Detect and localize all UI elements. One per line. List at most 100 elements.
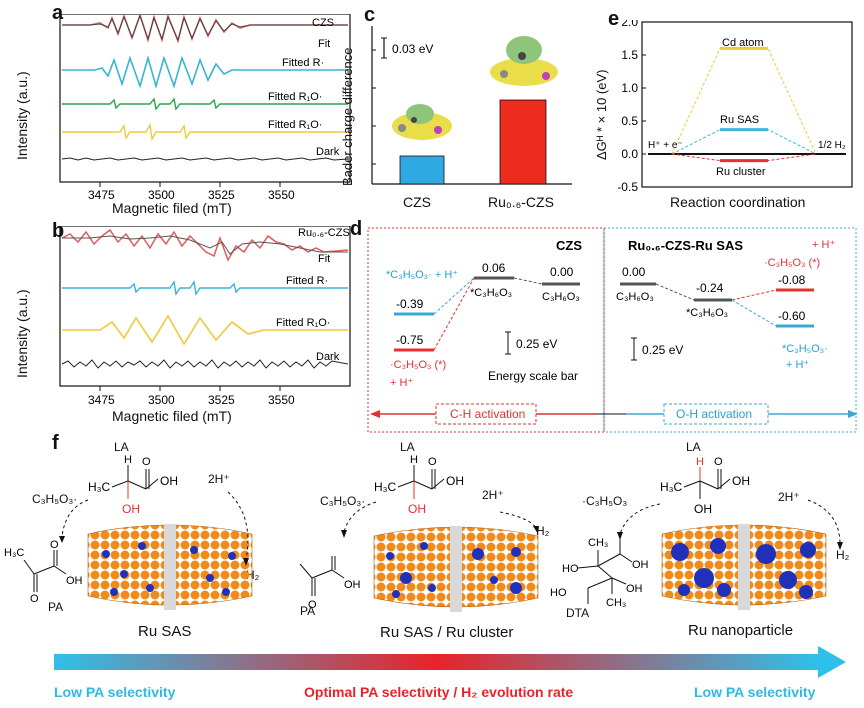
scene1-nanorod: [87, 524, 253, 610]
svg-text:OH: OH: [344, 579, 361, 591]
svg-text:OH: OH: [122, 502, 140, 516]
scene2-h2plus: 2H⁺: [482, 488, 504, 502]
scene2-product: PA: [300, 604, 316, 618]
panel-b-trace-ru: Ru₀.₆-CZS: [298, 227, 350, 239]
panel-e-left-label: H⁺ + e⁻: [648, 140, 683, 151]
panel-a-trace-czs: CZS: [312, 17, 334, 29]
panel-d-right-level-2: -0.24: [696, 281, 724, 295]
panel-d-right-level-1: 0.00: [622, 265, 646, 279]
scene3-h2: H₂: [836, 548, 850, 562]
panel-a-trace-fitted-r1o-2: Fitted R₁O·: [268, 119, 322, 131]
panel-b-plot: 3475 3500 3525 3550 Ru₀.₆-CZS Fit Fitted…: [59, 226, 351, 407]
scene3-caption: Ru nanoparticle: [688, 622, 794, 639]
panel-a-trace-fitted-r1o-1: Fitted R₁O·: [268, 91, 322, 103]
panel-d-right-h-plus-bottom: + H⁺: [786, 359, 809, 371]
panel-a-xtick-1: 3475: [88, 188, 115, 199]
bottom-center-label: Optimal PA selectivity / H₂ evolution ra…: [304, 684, 574, 700]
scene3-dta: CH₃ HO OH CH₃ OH HO: [550, 537, 649, 609]
scene3-nanorod: [661, 524, 827, 610]
panel-e-ytick-label: 1.5: [621, 48, 638, 62]
panel-d-left-h-plus: + H⁺: [390, 377, 413, 389]
scene1-product: PA: [48, 600, 64, 614]
panel-c-structure-1: [392, 104, 452, 140]
scene1-lactic-acid: H₃C H OH O OH: [88, 455, 178, 516]
panel-e-series-cd: Cd atom: [722, 37, 764, 49]
svg-text:O: O: [50, 540, 59, 551]
panel-c-bar-ru: [499, 99, 547, 185]
bottom-left-label: Low PA selectivity: [54, 684, 176, 700]
panel-f-label: f: [52, 432, 59, 454]
svg-text:O: O: [714, 456, 723, 468]
svg-text:OH: OH: [160, 474, 178, 488]
svg-text:OH: OH: [408, 502, 426, 516]
panel-d-right-title: Ru₀.₆-CZS-Ru SAS: [628, 238, 743, 253]
panel-d-left-scalebar: 0.25 eV: [516, 337, 557, 351]
panel-c-cat-czs: CZS: [403, 194, 431, 210]
svg-text:H: H: [410, 455, 418, 466]
scene3-lactic-acid: H₃C H OH O OH: [660, 456, 750, 516]
panel-d-right-c3h5o3-bottom: *C₃H₅O₃·: [782, 343, 828, 355]
panel-c-ylabel: Bader charge difference: [340, 47, 355, 186]
panel-b-trace-fitted-r: Fitted R·: [286, 275, 328, 287]
scene1-leaving: C₃H₅O₃·: [32, 492, 78, 506]
panel-d-right-activation: O-H activation: [676, 407, 752, 421]
panel-c-plot: 0.03 eV: [371, 26, 572, 185]
svg-text:H₃C: H₃C: [660, 480, 683, 494]
scene1-h2plus: 2H⁺: [208, 472, 230, 486]
panel-e-plot: 2.0 1.5 1.0 0.5 0.0 -0.5 H⁺ + e⁻ 1/2 H₂ Cd at…: [617, 20, 853, 194]
bottom-right-label: Low PA selectivity: [694, 684, 816, 700]
panel-e-ytick-label: -0.5: [617, 180, 638, 194]
panel-d-right-c3h6o3: C₃H₆O₃: [616, 291, 654, 303]
panel-a-xtick-2: 3500: [148, 188, 175, 199]
panel-e-ytick-label: 1.0: [621, 81, 638, 95]
svg-text:O: O: [142, 456, 151, 468]
svg-text:CH₃: CH₃: [588, 537, 608, 549]
panel-a-xtick-3: 3525: [208, 188, 235, 199]
scene1-la: LA: [114, 440, 129, 454]
svg-text:O: O: [30, 593, 39, 605]
panel-b-ylabel: Intensity (a.u.): [14, 289, 30, 378]
panel-e-series-ru-sas: Ru SAS: [720, 114, 759, 126]
panel-d-left-level-2: -0.75: [396, 333, 424, 347]
panel-e-series-path-0: [671, 47, 817, 155]
svg-text:H₃C: H₃C: [88, 480, 111, 494]
panel-b-trace-fitted-r1o: Fitted R₁O·: [276, 317, 330, 329]
panel-b-xlabel: Magnetic filed (mT): [112, 408, 232, 424]
svg-text:HO: HO: [562, 563, 579, 575]
panel-d-left-star-c3h6o3: *C₃H₆O₃: [470, 287, 512, 299]
panel-a-plot: 3475 3500 3525 3550 CZS Fit Fitted R· Fi…: [59, 14, 351, 199]
panel-b-xtick-4: 3550: [268, 393, 295, 407]
panel-d-right-c3h5o3-star: ·C₃H₅O₃ (*): [764, 257, 820, 269]
panel-e-ylabel: ΔGᴴ * × 10 (eV): [594, 69, 609, 161]
panel-e-ytick-label: 0.5: [621, 114, 638, 128]
panel-d-right-star-c3h6o3: *C₃H₆O₃: [686, 307, 728, 319]
svg-text:OH: OH: [446, 474, 464, 488]
panel-d-left-level-1: -0.39: [396, 297, 424, 311]
panel-d-left-c3h6o3: C₃H₆O₃: [542, 291, 580, 303]
svg-text:CH₃: CH₃: [606, 597, 626, 609]
svg-text:OH: OH: [732, 474, 750, 488]
panel-c-cat-ru: Ru₀.₆-CZS: [488, 194, 554, 210]
panel-e-series-ru-cluster: Ru cluster: [716, 166, 766, 178]
scene2-nanorod: [373, 526, 539, 612]
panel-a-label: a: [52, 2, 64, 24]
panel-d-left-level-3: 0.06: [482, 261, 506, 275]
panel-b-xtick-1: 3475: [88, 393, 115, 407]
scene3-h2plus: 2H⁺: [778, 490, 800, 504]
scene3-product: DTA: [566, 606, 590, 620]
panel-e-right-label: 1/2 H₂: [818, 140, 846, 151]
gradient-arrow: [54, 646, 846, 678]
panel-e-ytick-label: 0.0: [621, 147, 638, 161]
svg-text:H₃C: H₃C: [4, 547, 24, 559]
panel-d-left-c3h5o3-h: *C₃H₅O₃· + H⁺: [386, 269, 458, 281]
panel-d-left-title: CZS: [556, 238, 582, 253]
panel-a-xlabel: Magnetic filed (mT): [112, 200, 232, 216]
scene3-la: LA: [686, 440, 701, 454]
panel-a-trace-fitted-r: Fitted R·: [282, 57, 324, 69]
panel-d-left-scalebar-caption: Energy scale bar: [488, 369, 578, 383]
scene2-la: LA: [400, 440, 415, 454]
panel-c-bar-czs: [399, 155, 445, 185]
panel-b-trace-dark: Dark: [316, 351, 340, 363]
panel-d-label: d: [350, 218, 363, 240]
panel-f-arrows: [59, 491, 843, 566]
